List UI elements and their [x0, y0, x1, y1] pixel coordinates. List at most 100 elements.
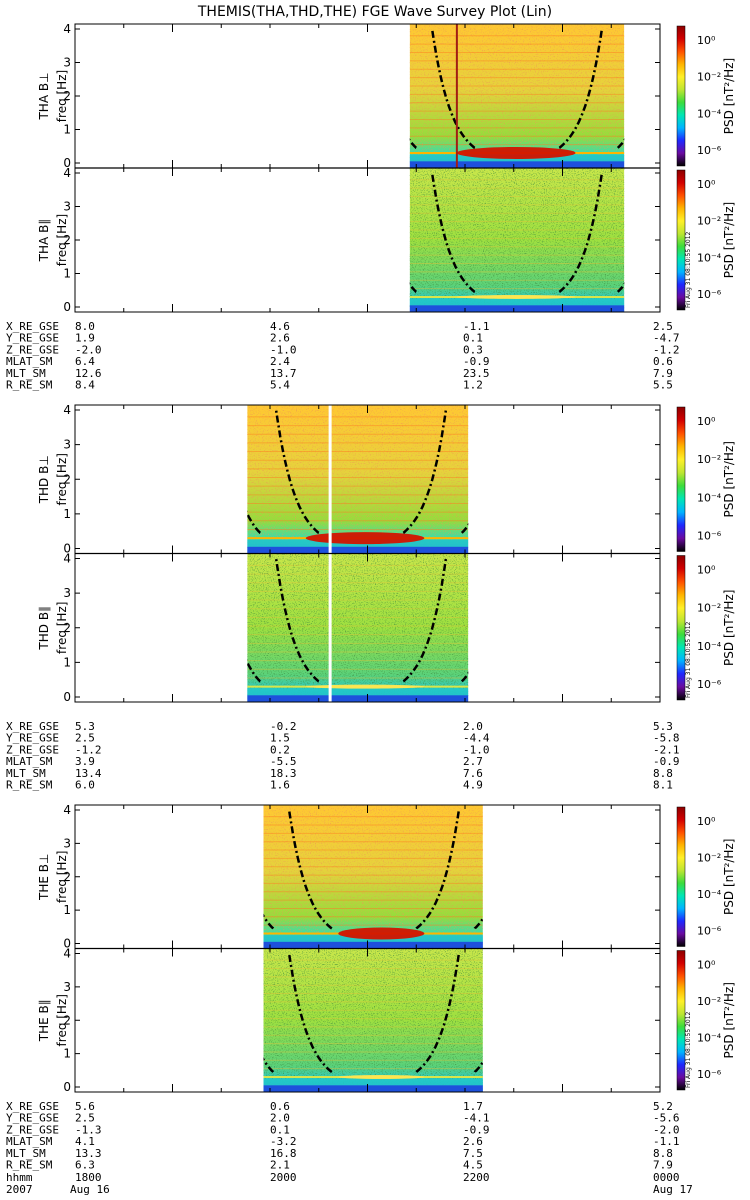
- spectrogram: [263, 805, 483, 949]
- y-tick-label: 4: [63, 166, 71, 180]
- colorbar-label: PSD [nT²/Hz]: [722, 839, 736, 915]
- colorbar-tick-label: 10⁰: [697, 959, 716, 972]
- y-tick-label: 4: [63, 947, 71, 961]
- ephemeris-value: -2.1: [653, 743, 680, 756]
- ephemeris-table: X_RE_GSE 8.0 4.6 -1.1 2.5 Y_RE_GSE 1.9 2.6 0.1 -4…: [6, 320, 680, 392]
- ephemeris-value: -5.6: [653, 1112, 680, 1125]
- cyclotron-curve: [415, 809, 461, 930]
- colorbar-label: PSD [nT²/Hz]: [722, 982, 736, 1058]
- ephemeris-value: 1.9: [75, 332, 95, 345]
- ephemeris-row-name: X_RE_GSE: [6, 320, 59, 333]
- cyclotron-curve: [616, 282, 625, 293]
- cyclotron-curve: [473, 916, 483, 930]
- y-tick-label: 0: [63, 937, 71, 951]
- colorbar-tick-label: 10⁻²: [697, 71, 721, 84]
- colorbar-tick-label: 10⁻⁶: [697, 925, 722, 938]
- ephemeris-value: 7.9: [653, 1159, 673, 1172]
- cyclotron-curve: [247, 659, 261, 683]
- y-tick-label: 2: [63, 472, 71, 486]
- ephemeris-value: 0.6: [270, 1100, 290, 1113]
- colorbar-tick-label: 10⁻²: [697, 453, 721, 466]
- ephemeris-value: 5.3: [75, 720, 95, 733]
- ephemeris-value: 0.1: [463, 332, 483, 345]
- colorbar-tick-label: 10⁰: [697, 415, 716, 428]
- time-axis-label: Aug 17: [653, 1183, 693, 1196]
- ephemeris-value: 2.4: [270, 355, 290, 368]
- colorbar-scale: [676, 406, 686, 552]
- spike: [455, 24, 458, 168]
- cyclotron-curve: [409, 282, 417, 294]
- y-tick-label: 3: [63, 836, 71, 850]
- panel-label: THD B∥: [37, 606, 51, 651]
- ephemeris-value: 13.7: [270, 367, 297, 380]
- y-tick-label: 3: [63, 980, 71, 994]
- ephemeris-value: 0.2: [270, 743, 290, 756]
- colorbar-tick-label: 10⁰: [697, 34, 716, 47]
- low-freq-band: [263, 1078, 483, 1087]
- cyclotron-curve: [558, 28, 604, 150]
- cyclotron-curve: [263, 1057, 275, 1073]
- ephemeris-row-name: MLT_SM: [6, 767, 46, 780]
- ephemeris-value: -4.7: [653, 332, 680, 345]
- y-axis-label: freq [Hz]: [55, 214, 69, 266]
- ephemeris-value: -1.1: [653, 1135, 680, 1148]
- cyclotron-curve: [430, 172, 476, 294]
- ephemeris-value: 6.0: [75, 779, 95, 792]
- y-tick-label: 0: [63, 542, 71, 556]
- ephemeris-row-name: Y_RE_GSE: [6, 1112, 59, 1125]
- ephemeris-value: 6.4: [75, 355, 95, 368]
- ephemeris-value: 7.5: [463, 1147, 483, 1160]
- colorbar-tick-label: 10⁻²: [697, 852, 721, 865]
- wave-event: [338, 927, 425, 940]
- y-tick-label: 1: [63, 507, 71, 521]
- low-freq-band: [409, 298, 625, 307]
- y-tick-label: 4: [63, 403, 71, 417]
- cyclotron-curve: [409, 138, 417, 150]
- y-tick-label: 2: [63, 870, 71, 884]
- ephemeris-row-name: Y_RE_GSE: [6, 732, 59, 745]
- y-tick-label: 2: [63, 621, 71, 635]
- ephemeris-row-name: X_RE_GSE: [6, 720, 59, 733]
- base-band: [263, 941, 483, 948]
- spectrogram-noise: [409, 168, 625, 312]
- ephemeris-value: 4.9: [463, 779, 483, 792]
- y-tick-label: 1: [63, 903, 71, 917]
- panel-label: THD B⊥: [37, 455, 51, 504]
- colorbar-tick-label: 10⁻⁴: [697, 888, 722, 901]
- y-axis-label: freq [Hz]: [55, 70, 69, 122]
- ephemeris-table: X_RE_GSE 5.3 -0.2 2.0 5.3Y_RE_GSE 2.5 1.5 -4.4-…: [6, 720, 680, 792]
- ephemeris-value: 3.9: [75, 755, 95, 768]
- ephemeris-value: 12.6: [75, 367, 102, 380]
- colorbar-label: PSD [nT²/Hz]: [722, 202, 736, 278]
- ephemeris-value: 2.6: [270, 332, 290, 345]
- y-tick-label: 1: [63, 655, 71, 669]
- ephemeris-value: -1.3: [75, 1123, 102, 1136]
- y-axis-label: freq [Hz]: [55, 994, 69, 1046]
- ephemeris-value: 5.6: [75, 1100, 95, 1113]
- colorbar-tick-label: 10⁻⁶: [697, 1068, 722, 1081]
- ephemeris-row-name: Z_RE_GSE: [6, 743, 59, 756]
- ephemeris-value: 8.0: [75, 320, 95, 333]
- ephemeris-row-name: Z_RE_GSE: [6, 1123, 59, 1136]
- ephemeris-row-name: R_RE_SM: [6, 379, 53, 392]
- spectrogram: [409, 24, 625, 168]
- ephemeris-value: 5.5: [653, 379, 673, 392]
- colorbar-tick-label: 10⁰: [697, 815, 716, 828]
- ephemeris-value: -0.9: [463, 1123, 490, 1136]
- panel-label: THE B⊥: [37, 854, 51, 901]
- colorbar-tick-label: 10⁻⁴: [697, 640, 722, 653]
- ephemeris-value: -1.2: [75, 743, 102, 756]
- ephemeris-row-name: MLAT_SM: [6, 755, 53, 768]
- ephemeris-value: -2.0: [75, 343, 102, 356]
- data-gap: [328, 405, 332, 554]
- colorbar-scale: [676, 25, 686, 167]
- ephemeris-value: 4.1: [75, 1135, 95, 1148]
- cyclotron-curve: [616, 138, 625, 149]
- ephemeris-value: 1.6: [270, 779, 290, 792]
- y-axis-label: freq [Hz]: [55, 851, 69, 903]
